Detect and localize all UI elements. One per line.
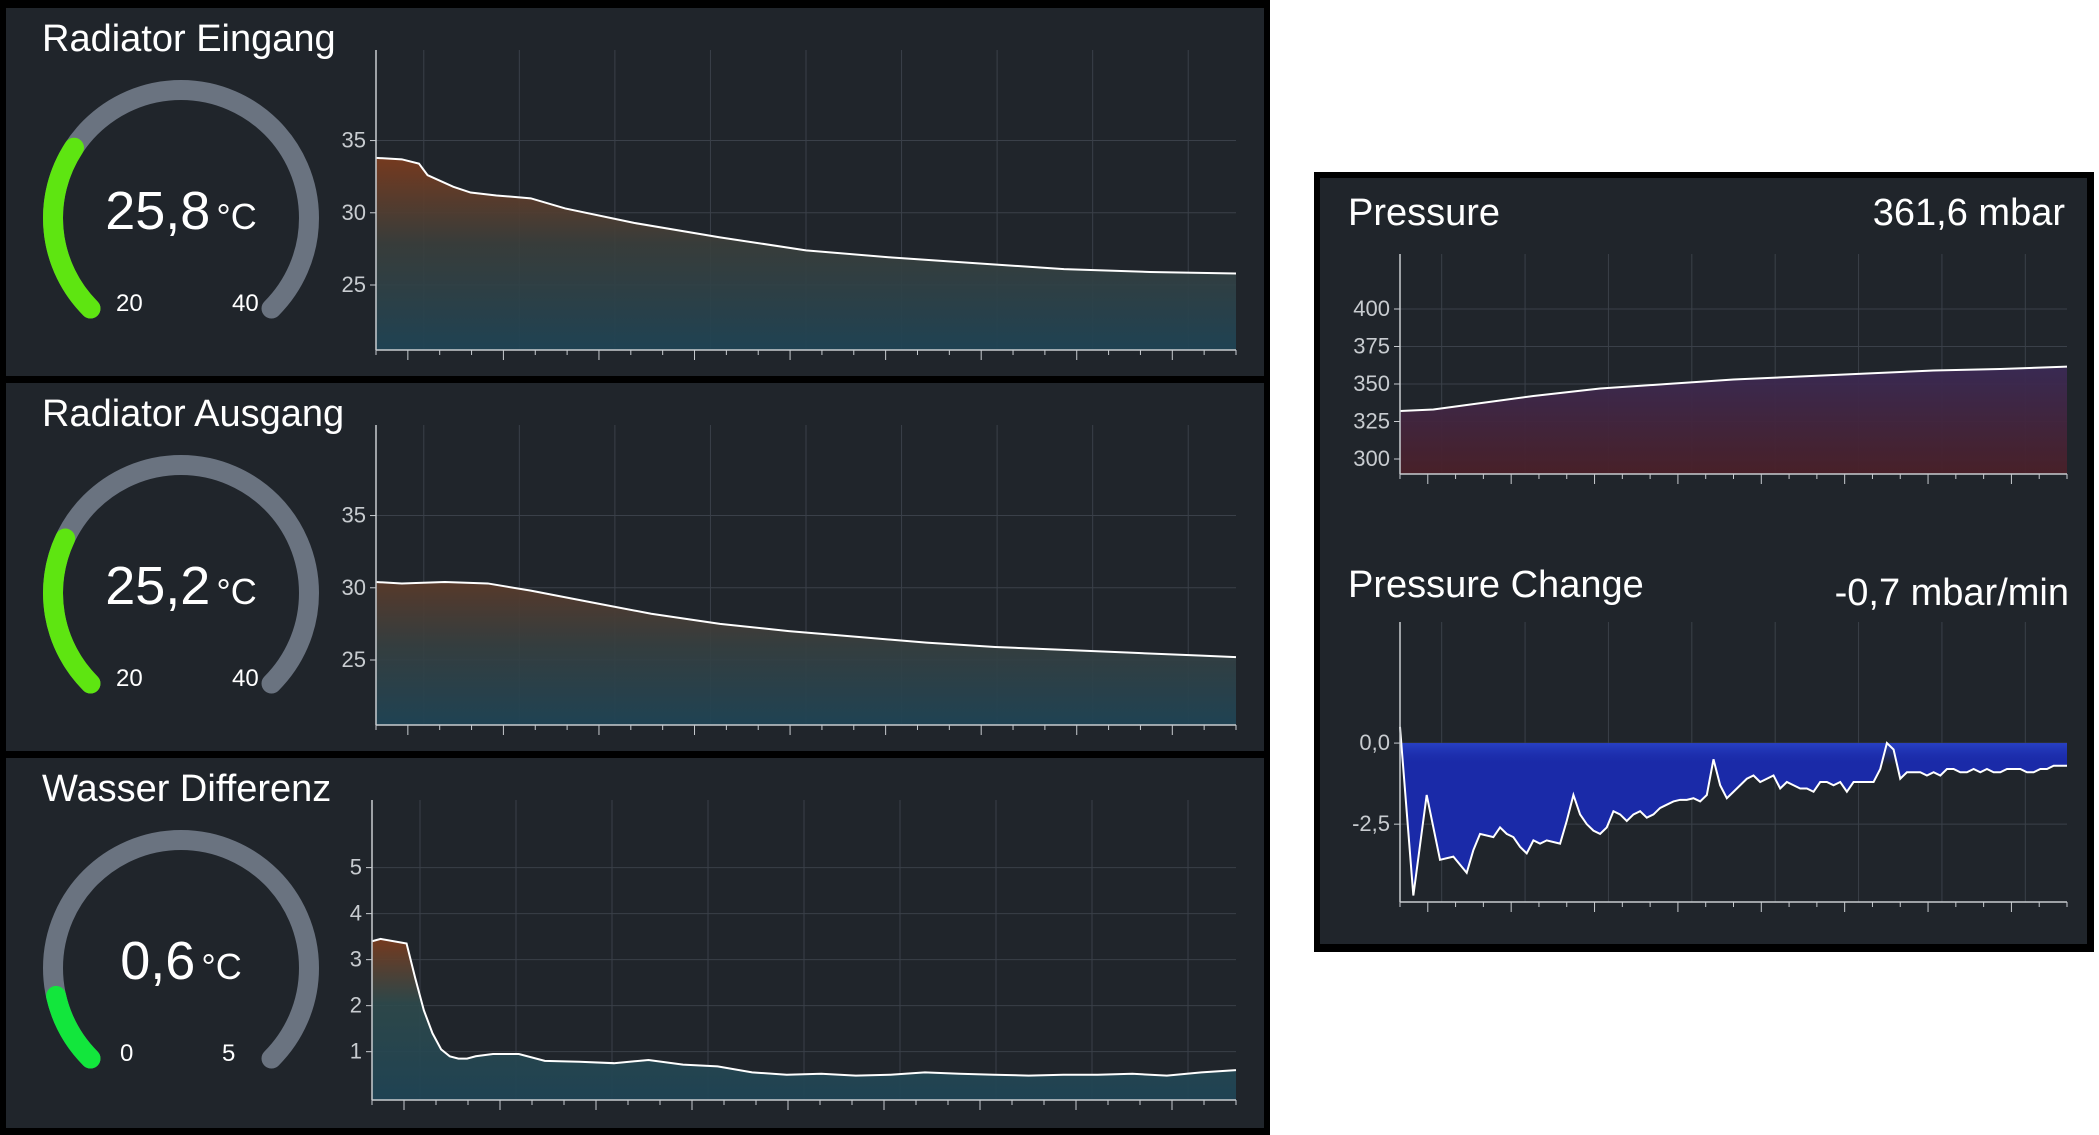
y-tick-label: 4 bbox=[350, 901, 362, 926]
gauge-unit: °C bbox=[201, 946, 242, 987]
gauge-value: 0,6 bbox=[120, 931, 196, 991]
series-area bbox=[1400, 366, 2067, 474]
zero-band bbox=[1400, 743, 2067, 766]
gauge-max-label: 40 bbox=[232, 290, 259, 317]
panel-title: Radiator Eingang bbox=[42, 18, 336, 60]
temperature-gauge: 25,8 °C 20 40 bbox=[26, 68, 336, 368]
gauge-arc bbox=[43, 80, 319, 319]
gauge-min-label: 0 bbox=[120, 1040, 134, 1067]
series-area bbox=[1400, 726, 2067, 896]
gauge-unit: °C bbox=[216, 571, 257, 612]
gauge-value-display: 0,6 °C bbox=[26, 930, 336, 992]
history-chart[interactable]: 25 30 35 bbox=[336, 425, 1256, 745]
y-tick-label: 1 bbox=[350, 1039, 362, 1064]
temperature-dashboard: Radiator Eingang 25,8 °C 20 40 25 30 35 Rad… bbox=[0, 0, 1270, 1135]
gauge-fill bbox=[46, 985, 101, 1069]
y-tick-label: 400 bbox=[1353, 296, 1390, 321]
panel-title: Radiator Ausgang bbox=[42, 393, 345, 435]
pressure-change-chart[interactable]: -2,5 0,0 bbox=[1320, 622, 2087, 932]
gauge-min-label: 20 bbox=[116, 290, 143, 317]
y-tick-label: 3 bbox=[350, 947, 362, 972]
history-chart[interactable]: 1 2 3 4 5 bbox=[336, 800, 1256, 1120]
pressure-change-title: Pressure Change bbox=[1348, 564, 1644, 606]
y-tick-label: 2 bbox=[350, 993, 362, 1018]
history-chart-svg: 25 30 35 bbox=[342, 50, 1237, 360]
series-line bbox=[375, 580, 1237, 659]
y-tick-label: 35 bbox=[342, 128, 366, 153]
series-area bbox=[372, 938, 1236, 1100]
gauge-min-label: 20 bbox=[116, 665, 143, 692]
pressure-dashboard: Pressure 361,6 mbar 300 325 350 375 400 Pres… bbox=[1314, 172, 2094, 952]
gauge-fill bbox=[43, 528, 101, 694]
temperature-gauge: 25,2 °C 20 40 bbox=[26, 443, 336, 743]
gauge-track bbox=[43, 830, 319, 1069]
y-tick-label: 30 bbox=[342, 200, 366, 225]
pressure-chart-svg: 300 325 350 375 400 bbox=[1353, 254, 2068, 484]
y-tick-label: 350 bbox=[1353, 371, 1390, 396]
gauge-value-display: 25,2 °C bbox=[26, 555, 336, 617]
y-tick-label: 300 bbox=[1353, 446, 1390, 471]
panel-radiator-eingang: Radiator Eingang 25,8 °C 20 40 25 30 35 bbox=[6, 8, 1264, 376]
y-tick-label: 0,0 bbox=[1359, 730, 1390, 755]
y-tick-label: 375 bbox=[1353, 334, 1390, 359]
pressure-value: 361,6 mbar bbox=[1872, 192, 2065, 234]
history-chart-svg: 1 2 3 4 5 bbox=[350, 800, 1237, 1110]
gauge-arc bbox=[43, 455, 319, 694]
panel-title: Wasser Differenz bbox=[42, 768, 332, 810]
gauge-value: 25,2 bbox=[105, 556, 211, 616]
gauge-arc bbox=[43, 830, 319, 1069]
history-chart-svg: 25 30 35 bbox=[342, 425, 1237, 735]
series-area bbox=[376, 582, 1236, 725]
gauge-value-display: 25,8 °C bbox=[26, 180, 336, 242]
y-tick-label: 25 bbox=[342, 272, 366, 297]
series-line bbox=[375, 156, 1237, 275]
series-area bbox=[376, 157, 1236, 350]
gauge-value: 25,8 bbox=[105, 181, 211, 241]
pressure-chart[interactable]: 300 325 350 375 400 bbox=[1320, 254, 2087, 514]
y-tick-label: 5 bbox=[350, 855, 362, 880]
y-tick-label: 30 bbox=[342, 575, 366, 600]
temperature-gauge: 0,6 °C 0 5 bbox=[26, 818, 336, 1118]
gauge-max-label: 40 bbox=[232, 665, 259, 692]
gauge-fill bbox=[43, 137, 101, 319]
pressure-change-chart-svg: -2,5 0,0 bbox=[1352, 622, 2068, 912]
pressure-title: Pressure bbox=[1348, 192, 1501, 234]
y-tick-label: 25 bbox=[342, 647, 366, 672]
y-tick-label: 325 bbox=[1353, 409, 1390, 434]
gauge-unit: °C bbox=[216, 196, 257, 237]
pressure-panel: Pressure 361,6 mbar 300 325 350 375 400 Pres… bbox=[1320, 178, 2087, 944]
y-tick-label: 35 bbox=[342, 503, 366, 528]
pressure-change-value: -0,7 mbar/min bbox=[1834, 572, 2069, 614]
panel-wasser-differenz: Wasser Differenz 0,6 °C 0 5 1 2 3 4 5 bbox=[6, 758, 1264, 1128]
gauge-max-label: 5 bbox=[222, 1040, 236, 1067]
series-line bbox=[1399, 365, 2068, 412]
series-line bbox=[1399, 726, 2067, 896]
y-tick-label: -2,5 bbox=[1352, 811, 1390, 836]
history-chart[interactable]: 25 30 35 bbox=[336, 50, 1256, 370]
panel-radiator-ausgang: Radiator Ausgang 25,2 °C 20 40 25 30 35 bbox=[6, 383, 1264, 751]
series-line bbox=[371, 937, 1237, 1077]
